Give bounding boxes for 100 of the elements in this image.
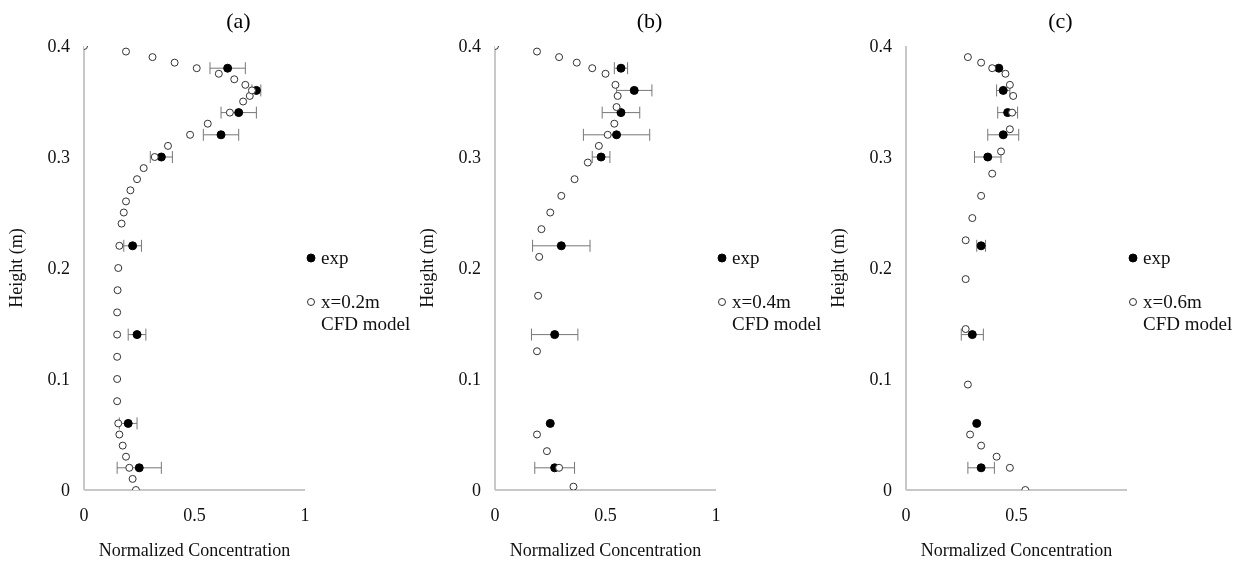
- point: [134, 463, 144, 473]
- legend-label: exp: [732, 247, 760, 269]
- y-axis-title: Height (m): [6, 228, 28, 308]
- chart-title: (c): [1047, 8, 1074, 35]
- x-tick-label: 1: [300, 504, 310, 525]
- point: [128, 474, 137, 483]
- point: [113, 375, 122, 383]
- point: [1005, 80, 1014, 89]
- point: [994, 63, 1004, 73]
- point: [234, 108, 244, 118]
- point: [148, 53, 157, 62]
- point: [163, 141, 172, 150]
- point: [113, 308, 122, 317]
- y-tick-label: 0.4: [458, 36, 481, 57]
- point: [992, 452, 1001, 461]
- point: [967, 330, 977, 340]
- y-tick-label: 0.2: [458, 258, 481, 279]
- point: [997, 147, 1006, 156]
- point: [542, 447, 551, 456]
- chart-title: (b): [635, 8, 664, 35]
- point: [1005, 125, 1014, 134]
- point: [988, 169, 997, 178]
- point: [121, 197, 130, 206]
- point: [963, 53, 972, 62]
- legend-label: x=0.2m CFD model: [321, 291, 412, 335]
- point: [612, 130, 622, 140]
- point: [968, 214, 977, 223]
- point: [225, 108, 234, 117]
- x-axis-title: Normalized Concentration: [98, 540, 291, 560]
- x-tick-label: 0.5: [1005, 504, 1028, 525]
- point: [534, 291, 543, 300]
- x-tick-label: 0: [79, 504, 89, 525]
- point: [610, 119, 619, 128]
- point: [961, 325, 970, 334]
- y-tick-label: 0.3: [458, 147, 481, 168]
- y-tick-label: 0.1: [458, 369, 481, 390]
- point: [203, 119, 212, 128]
- y-axis-title: Height (m): [417, 228, 439, 308]
- legend-label: x=0.4m CFD model: [732, 291, 823, 335]
- point: [114, 264, 123, 272]
- point: [113, 352, 122, 361]
- point: [186, 130, 195, 139]
- point: [629, 85, 639, 95]
- point: [977, 441, 986, 450]
- y-tick-label: 0.4: [869, 36, 892, 57]
- x-axis-title: Normalized Concentration: [509, 540, 702, 560]
- x-tick-label: 1: [711, 504, 721, 525]
- y-tick-label: 0: [61, 480, 70, 501]
- point: [570, 175, 579, 184]
- point: [545, 418, 555, 428]
- point: [613, 91, 622, 100]
- point: [611, 80, 620, 89]
- point: [1005, 463, 1014, 472]
- point: [961, 236, 970, 245]
- point: [128, 241, 138, 251]
- point: [550, 330, 560, 340]
- point: [588, 64, 597, 73]
- point: [537, 225, 546, 234]
- point: [119, 208, 128, 217]
- x-tick-label: 0: [901, 504, 911, 525]
- y-tick-label: 0: [883, 480, 892, 501]
- point: [1009, 91, 1018, 100]
- point: [976, 463, 986, 473]
- x-tick-label: 0.5: [183, 504, 206, 525]
- point: [118, 441, 127, 450]
- legend-label: exp: [1143, 247, 1171, 269]
- point: [557, 191, 566, 200]
- point: [113, 330, 122, 339]
- point: [223, 63, 233, 73]
- point: [121, 452, 130, 461]
- point: [133, 175, 142, 184]
- y-tick-label: 0.2: [869, 258, 892, 279]
- point: [612, 103, 621, 112]
- point: [988, 64, 997, 73]
- point: [532, 47, 541, 56]
- point: [616, 108, 626, 118]
- point: [126, 186, 135, 195]
- point: [596, 152, 606, 162]
- legend-label: exp: [321, 247, 349, 269]
- point: [961, 275, 970, 284]
- point: [150, 153, 159, 161]
- point: [977, 191, 986, 200]
- point: [972, 418, 982, 428]
- point: [239, 97, 248, 106]
- point: [532, 347, 541, 356]
- point: [230, 75, 239, 84]
- point: [532, 430, 541, 439]
- point: [555, 53, 564, 62]
- point: [241, 80, 250, 89]
- point: [963, 380, 972, 389]
- chart-title: (a): [225, 8, 252, 35]
- point: [535, 252, 544, 261]
- point: [113, 286, 122, 295]
- point: [216, 130, 226, 140]
- point: [556, 241, 566, 251]
- y-tick-label: 0.3: [869, 147, 892, 168]
- point: [115, 241, 124, 250]
- point: [113, 397, 122, 406]
- legend-label: x=0.6m CFD model: [1143, 291, 1234, 335]
- point: [601, 69, 610, 78]
